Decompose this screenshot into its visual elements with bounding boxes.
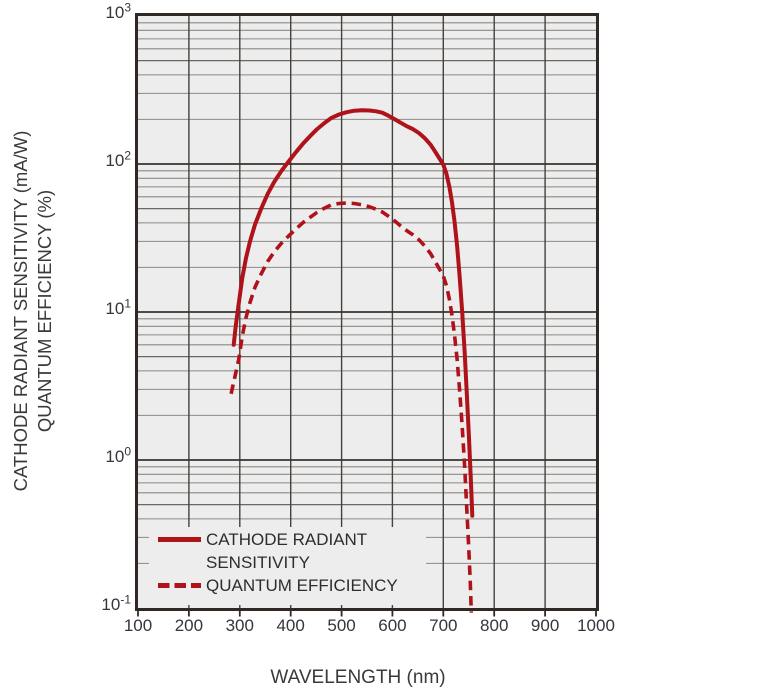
x-tick-label: 700: [429, 616, 458, 635]
legend-label-sensitivity-line2: SENSITIVITY: [206, 553, 310, 572]
legend-dashed-line-swatch: [158, 583, 201, 588]
x-tick-label: 100: [123, 616, 153, 635]
x-tick-label: 800: [480, 616, 509, 635]
cathode-radiant-sensitivity-curve: [231, 108, 475, 518]
x-tick-label: 500: [327, 616, 356, 635]
y-tick-label: 101: [105, 296, 131, 318]
legend-label-sensitivity-line1: CATHODE RADIANT: [206, 530, 368, 549]
x-axis-title: WAVELENGTH (nm): [270, 667, 446, 688]
y-tick-label: 100: [105, 444, 131, 466]
x-tick-label: 1000: [577, 616, 615, 635]
x-tick-label: 200: [174, 616, 204, 635]
legend-label-quantum-efficiency: QUANTUM EFFICIENCY: [206, 576, 398, 595]
y-tick-label: 10-1: [101, 592, 131, 614]
y-tick-label: 102: [105, 148, 131, 170]
x-tick-label: 600: [378, 616, 407, 635]
y-tick-label: 103: [105, 0, 131, 22]
plot-border: [135, 13, 599, 611]
quantum-efficiency-curve: [229, 201, 474, 613]
x-tick-label: 400: [276, 616, 305, 635]
legend-solid-line-swatch: [158, 537, 201, 542]
x-tick-label: 300: [225, 616, 254, 635]
x-tick-label: 900: [530, 616, 560, 635]
y-axis-title-line1: CATHODE RADIANT SENSITIVITY (mA/W): [10, 130, 31, 492]
